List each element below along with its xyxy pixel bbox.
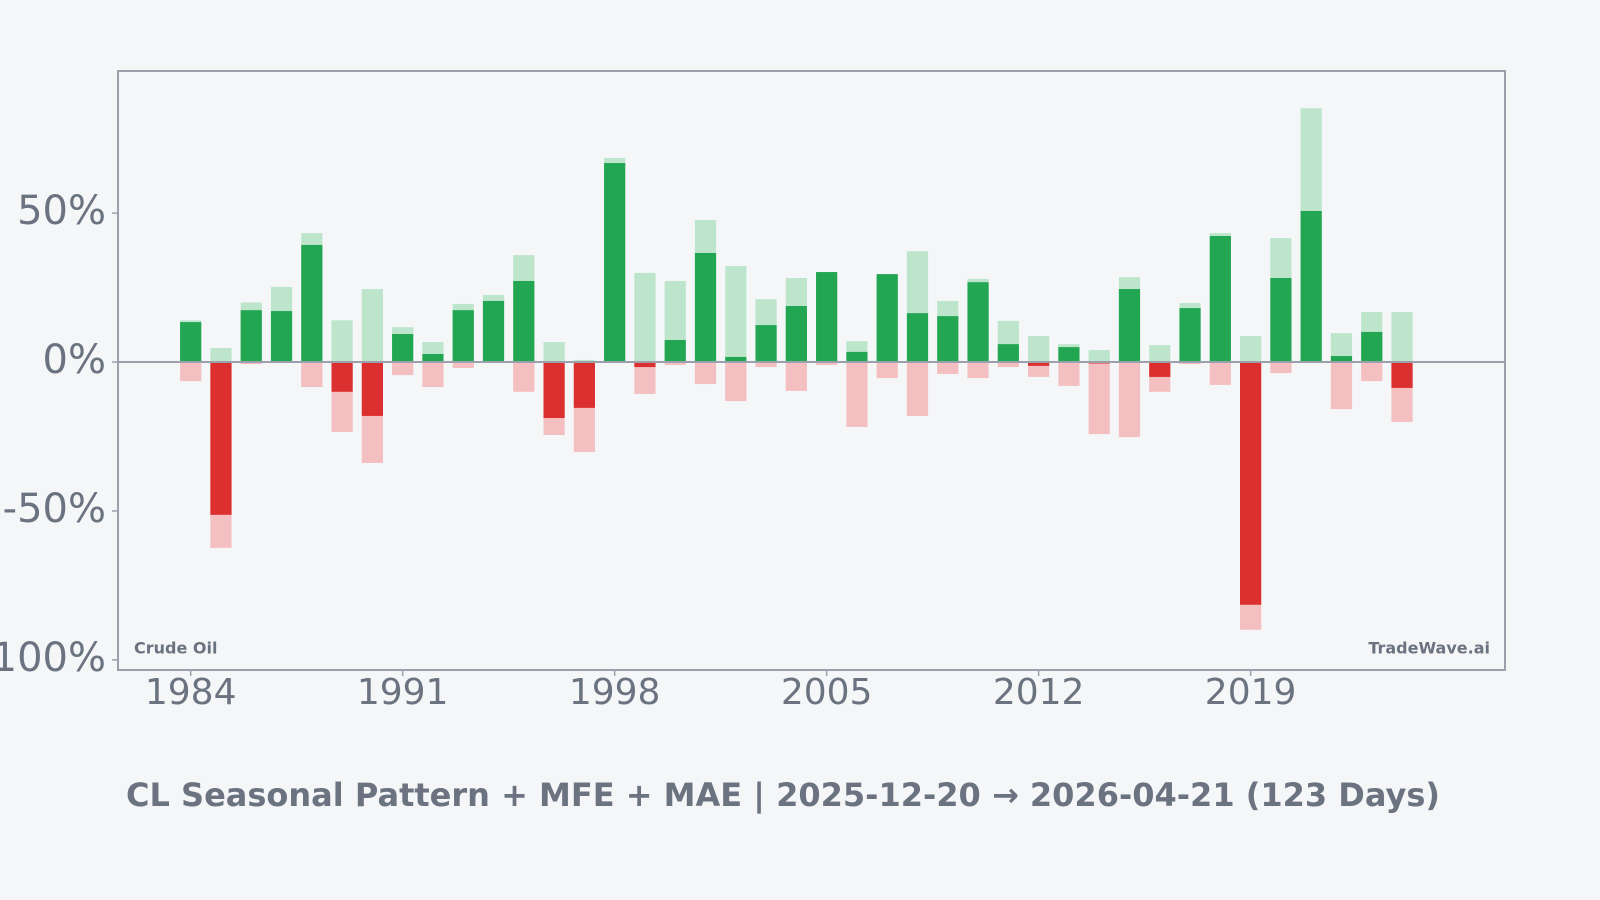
- bar: [1118, 362, 1141, 438]
- bar: [513, 362, 535, 392]
- bar: [725, 356, 747, 363]
- y-tick-label: 0%: [43, 337, 106, 383]
- bar: [1028, 336, 1050, 363]
- x-tick-label: 1998: [569, 672, 661, 713]
- bar: [452, 310, 474, 363]
- bar: [876, 362, 898, 379]
- bar: [210, 362, 232, 515]
- x-tick-label: 2012: [993, 672, 1085, 713]
- bar: [937, 362, 959, 374]
- bar: [482, 300, 505, 363]
- bar: [967, 362, 989, 379]
- bar: [180, 322, 202, 363]
- x-tick-label: 2005: [781, 672, 873, 713]
- bar: [1240, 362, 1262, 605]
- bar: [997, 362, 1019, 368]
- bar: [301, 362, 323, 388]
- bar: [422, 353, 444, 363]
- bar: [361, 289, 383, 363]
- chart-title: CL Seasonal Pattern + MFE + MAE | 2025-1…: [126, 776, 1440, 815]
- bar: [785, 306, 807, 363]
- bar: [1028, 362, 1050, 366]
- bar: [1209, 362, 1231, 385]
- bar: [846, 362, 868, 427]
- bar: [392, 362, 414, 376]
- bar: [1118, 289, 1141, 363]
- bar: [240, 362, 262, 365]
- bar: [997, 344, 1019, 363]
- y-tick-label: 50%: [17, 188, 106, 234]
- bar: [755, 325, 777, 363]
- bar: [180, 362, 202, 382]
- x-tick-label: 1991: [357, 672, 449, 713]
- bar: [1149, 362, 1171, 377]
- bar: [1361, 362, 1383, 382]
- x-tick-label: 1984: [145, 672, 237, 713]
- bar: [906, 362, 929, 416]
- bar: [876, 274, 898, 363]
- bar: [210, 348, 232, 363]
- bar: [967, 282, 989, 363]
- annotation: TradeWave.ai: [1368, 639, 1490, 658]
- bar: [755, 362, 777, 368]
- bar: [331, 320, 353, 363]
- bar: [1300, 210, 1322, 363]
- bar: [634, 362, 656, 368]
- bar: [694, 362, 717, 385]
- bar: [816, 272, 838, 363]
- bar: [1240, 336, 1262, 363]
- bar: [1330, 362, 1353, 410]
- bar: [1391, 311, 1413, 363]
- plot-frame: [117, 70, 1506, 671]
- bar: [634, 362, 656, 394]
- bar: [694, 252, 717, 363]
- bar: [604, 163, 626, 363]
- y-tick-label: -50%: [3, 486, 106, 532]
- bar: [1058, 362, 1080, 386]
- x-tick-label: 2019: [1205, 672, 1297, 713]
- bar: [270, 311, 293, 363]
- bar: [937, 316, 959, 363]
- bar: [392, 334, 414, 363]
- bar: [1149, 345, 1171, 363]
- bar: [1270, 278, 1292, 363]
- bar: [1361, 331, 1383, 363]
- bar: [1088, 350, 1110, 363]
- bar: [846, 351, 868, 363]
- bar: [1330, 333, 1353, 363]
- bar: [785, 362, 807, 391]
- bar: [361, 362, 383, 416]
- bar: [816, 362, 838, 365]
- bar: [452, 362, 474, 368]
- bar: [1330, 356, 1353, 363]
- bar: [1058, 347, 1080, 363]
- bar: [906, 313, 929, 363]
- bar: [513, 280, 535, 363]
- bar: [664, 339, 686, 363]
- annotation: Crude Oil: [134, 639, 217, 658]
- bar: [240, 310, 262, 363]
- bar: [1270, 362, 1292, 374]
- bar: [422, 362, 444, 388]
- bar: [1391, 362, 1413, 388]
- y-tick-label: -100%: [0, 635, 106, 681]
- bar: [634, 272, 656, 363]
- bar: [543, 362, 565, 419]
- bar: [725, 266, 747, 363]
- bar: [1209, 236, 1231, 363]
- bar: [664, 362, 686, 365]
- bar: [573, 359, 595, 363]
- bar: [573, 362, 595, 408]
- bar: [1088, 362, 1110, 435]
- bar: [331, 362, 353, 392]
- bar: [725, 362, 747, 402]
- bar: [1179, 308, 1201, 363]
- bar: [301, 244, 323, 363]
- bar: [543, 342, 565, 363]
- bar: [1179, 362, 1201, 365]
